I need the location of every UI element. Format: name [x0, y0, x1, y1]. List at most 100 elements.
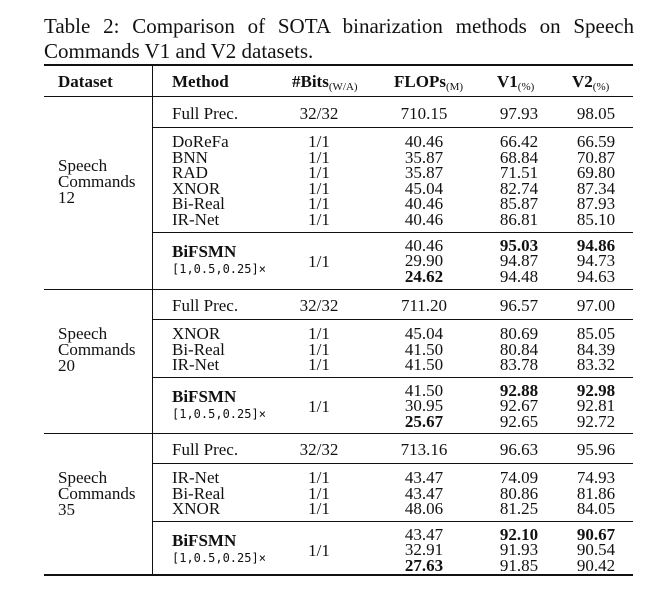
full-prec-v1: 96.63	[499, 440, 539, 459]
dataset-label-line: 12	[58, 188, 75, 207]
bifsmn-v2: 92.81	[576, 396, 616, 416]
bifsmn-bits: 1/1	[308, 396, 330, 416]
bifsmn-v1: 94.48	[499, 266, 539, 286]
method-bits: 1/1	[308, 499, 330, 519]
method-bits: 1/1	[308, 132, 330, 151]
column-divider	[152, 289, 153, 433]
full-prec-v2: 98.05	[576, 104, 616, 123]
bifsmn-v2: 94.73	[576, 251, 616, 271]
method-bits: 1/1	[308, 355, 330, 375]
bifsmn-config: [1,0.5,0.25]×	[172, 406, 266, 421]
header-bits-sub: (W/A)	[328, 81, 358, 93]
dataset-label-line: Speech	[58, 468, 108, 487]
dataset-label-line: 20	[58, 356, 75, 375]
bifsmn-method: BiFSMN	[172, 530, 237, 550]
header-dataset: Dataset	[58, 72, 113, 91]
header-flops: FLOPs(M)	[394, 73, 463, 96]
dataset-label-line: Commands	[58, 340, 136, 359]
method-flops: 41.50	[404, 355, 444, 375]
method-v2: 83.32	[576, 355, 616, 375]
method-name: XNOR	[172, 499, 221, 519]
section-rule	[44, 433, 633, 434]
bifsmn-v1: 94.87	[499, 251, 539, 271]
bifsmn-bits: 1/1	[308, 251, 330, 271]
header-bits: #Bits(W/A)	[292, 73, 358, 96]
method-bits: 1/1	[308, 147, 330, 167]
method-flops: 43.47	[404, 483, 444, 503]
header-v1-label: V1	[497, 72, 518, 91]
section-inner-rule	[152, 127, 633, 128]
bifsmn-v2: 92.98	[576, 380, 616, 400]
section-rule	[44, 289, 633, 290]
method-flops: 48.06	[404, 499, 444, 519]
bifsmn-v2: 94.63	[576, 266, 616, 286]
dataset-label-line: Commands	[58, 172, 136, 191]
full-prec-method: Full Prec.	[172, 296, 239, 315]
bifsmn-v2: 94.86	[576, 235, 616, 255]
bifsmn-v1: 92.65	[499, 412, 539, 431]
full-prec-bits: 32/32	[299, 296, 339, 315]
method-name: DoReFa	[172, 132, 229, 151]
method-name: BNN	[172, 147, 208, 167]
method-v1: 81.25	[499, 499, 539, 519]
method-v2: 87.34	[576, 178, 616, 198]
bifsmn-flops: 40.46	[404, 235, 444, 255]
full-prec-bits: 32/32	[299, 440, 339, 459]
full-prec-method: Full Prec.	[172, 104, 239, 123]
method-v2: 84.39	[576, 339, 616, 359]
bottom-rule	[44, 574, 633, 576]
header-flops-sub: (M)	[445, 81, 464, 93]
method-bits: 1/1	[308, 324, 330, 343]
method-v1: 80.69	[499, 324, 539, 343]
bifsmn-v1: 92.88	[499, 380, 539, 400]
bifsmn-v2: 90.67	[576, 524, 616, 544]
full-prec-method: Full Prec.	[172, 440, 239, 459]
bifsmn-flops: 27.63	[404, 556, 444, 575]
method-name: XNOR	[172, 178, 221, 198]
method-name: IR-Net	[172, 355, 220, 375]
full-prec-v1: 96.57	[499, 296, 539, 315]
bifsmn-flops: 29.90	[404, 251, 444, 271]
bifsmn-v1: 91.85	[499, 556, 539, 575]
bifsmn-method: BiFSMN	[172, 386, 237, 406]
section-inner-rule	[152, 319, 633, 320]
bifsmn-flops: 43.47	[404, 524, 444, 544]
method-v2: 69.80	[576, 163, 616, 183]
method-flops: 40.46	[404, 132, 444, 151]
method-bits: 1/1	[308, 483, 330, 503]
full-prec-v2: 95.96	[576, 440, 616, 459]
section-inner-rule	[152, 520, 633, 522]
method-v2: 66.59	[576, 132, 616, 151]
method-v1: 71.51	[499, 163, 539, 183]
bifsmn-v1: 92.67	[499, 396, 539, 416]
bifsmn-flops: 25.67	[404, 412, 444, 431]
header-bits-label: #Bits	[292, 72, 329, 91]
method-v2: 87.93	[576, 194, 616, 214]
column-divider	[152, 97, 153, 289]
method-v1: 74.09	[499, 468, 539, 487]
method-v2: 70.87	[576, 147, 616, 167]
method-v1: 80.84	[499, 339, 539, 359]
section-inner-rule	[152, 231, 633, 233]
method-flops: 35.87	[404, 163, 444, 183]
method-flops: 40.46	[404, 210, 444, 229]
full-prec-flops: 713.16	[400, 440, 448, 459]
header-v1: V1(%)	[497, 73, 534, 96]
method-flops: 43.47	[404, 468, 444, 487]
method-v1: 86.81	[499, 210, 539, 229]
bifsmn-v1: 92.10	[499, 524, 539, 544]
method-name: IR-Net	[172, 468, 220, 487]
method-v1: 85.87	[499, 194, 539, 214]
method-flops: 40.46	[404, 194, 444, 214]
method-name: Bi-Real	[172, 483, 225, 503]
method-name: IR-Net	[172, 210, 220, 229]
bifsmn-config: [1,0.5,0.25]×	[172, 550, 266, 565]
method-v1: 83.78	[499, 355, 539, 375]
full-prec-v2: 97.00	[576, 296, 616, 315]
bifsmn-flops: 24.62	[404, 266, 444, 286]
method-bits: 1/1	[308, 210, 330, 229]
method-bits: 1/1	[308, 194, 330, 214]
method-bits: 1/1	[308, 339, 330, 359]
bifsmn-v1: 95.03	[499, 235, 539, 255]
section-inner-rule	[152, 463, 633, 464]
